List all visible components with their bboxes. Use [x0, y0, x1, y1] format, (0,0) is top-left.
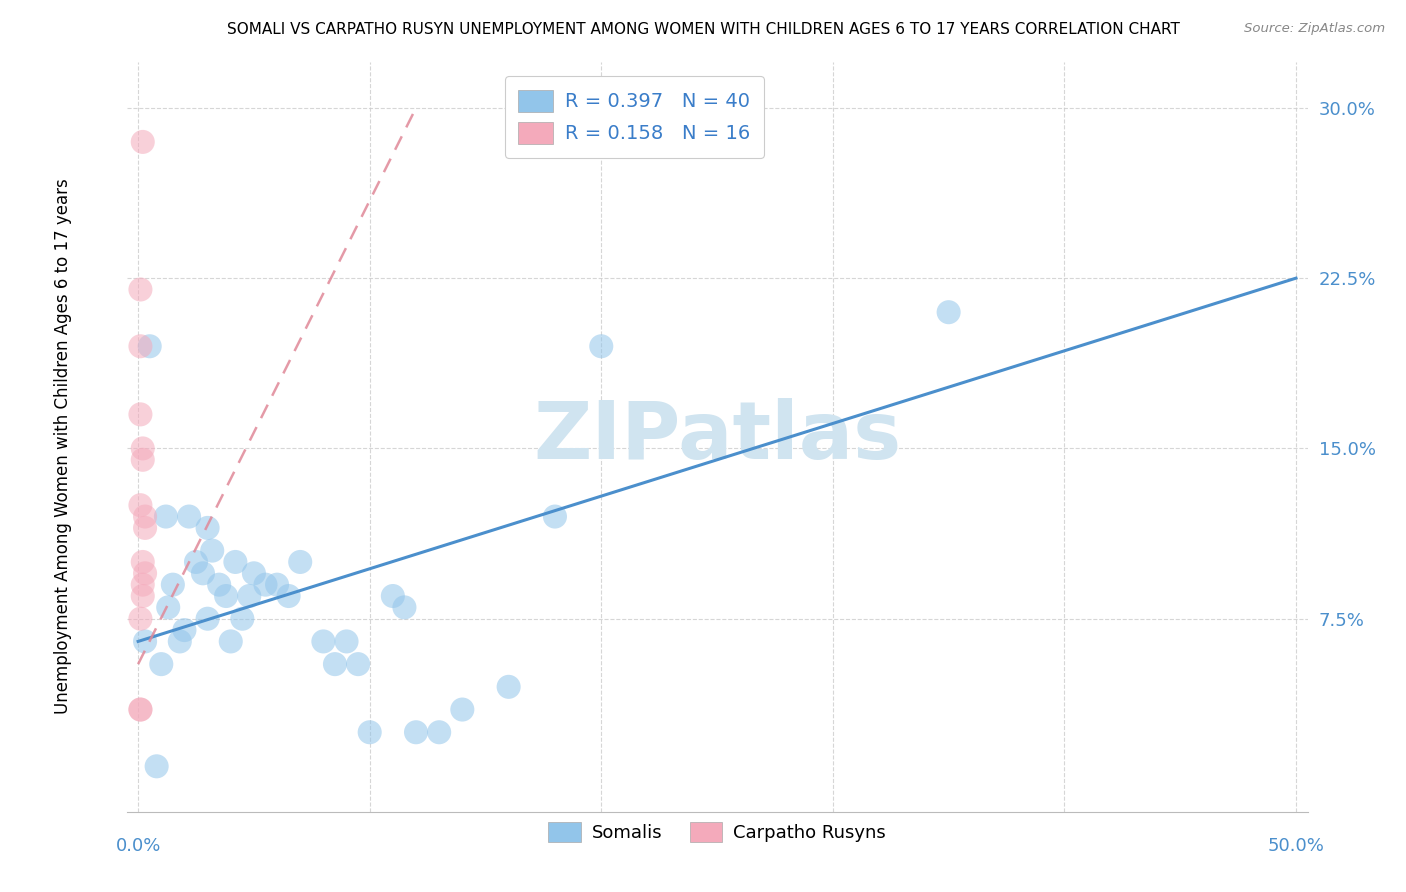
Point [157, 600, 180, 615]
Point [138, 339, 160, 353]
Point [544, 509, 567, 524]
Point [266, 577, 288, 591]
Legend: Somalis, Carpatho Rusyns: Somalis, Carpatho Rusyns [540, 813, 894, 851]
Point [347, 657, 370, 672]
Point [134, 521, 156, 535]
Point [215, 589, 238, 603]
Point [129, 702, 152, 716]
Point [162, 577, 184, 591]
Point [169, 634, 191, 648]
Point [359, 725, 381, 739]
Point [197, 612, 219, 626]
Text: SOMALI VS CARPATHO RUSYN UNEMPLOYMENT AMONG WOMEN WITH CHILDREN AGES 6 TO 17 YEA: SOMALI VS CARPATHO RUSYN UNEMPLOYMENT AM… [226, 22, 1180, 37]
Point [129, 283, 152, 297]
Point [219, 634, 242, 648]
Point [427, 725, 450, 739]
Point [177, 509, 200, 524]
Point [134, 509, 156, 524]
Point [129, 498, 152, 512]
Point [312, 634, 335, 648]
Point [405, 725, 427, 739]
Point [197, 521, 219, 535]
Point [134, 566, 156, 581]
Point [129, 612, 152, 626]
Point [132, 555, 155, 569]
Point [335, 634, 357, 648]
Point [132, 589, 155, 603]
Point [290, 555, 312, 569]
Point [145, 759, 167, 773]
Point [150, 657, 173, 672]
Point [238, 589, 260, 603]
Text: Unemployment Among Women with Children Ages 6 to 17 years: Unemployment Among Women with Children A… [55, 178, 72, 714]
Point [451, 702, 474, 716]
Point [132, 577, 155, 591]
Point [184, 555, 207, 569]
Point [155, 509, 177, 524]
Point [191, 566, 214, 581]
Point [208, 577, 231, 591]
Text: Source: ZipAtlas.com: Source: ZipAtlas.com [1244, 22, 1385, 36]
Point [132, 135, 155, 149]
Point [394, 600, 416, 615]
Text: ZIPatlas: ZIPatlas [533, 398, 901, 476]
Point [129, 408, 152, 422]
Point [132, 442, 155, 456]
Text: 50.0%: 50.0% [1268, 837, 1324, 855]
Point [231, 612, 253, 626]
Point [129, 702, 152, 716]
Point [173, 623, 195, 637]
Point [323, 657, 346, 672]
Text: 0.0%: 0.0% [115, 837, 160, 855]
Point [134, 634, 156, 648]
Point [201, 543, 224, 558]
Point [277, 589, 299, 603]
Point [129, 339, 152, 353]
Point [938, 305, 960, 319]
Point [498, 680, 520, 694]
Point [381, 589, 404, 603]
Point [243, 566, 266, 581]
Point [132, 452, 155, 467]
Point [254, 577, 277, 591]
Point [224, 555, 246, 569]
Point [591, 339, 613, 353]
